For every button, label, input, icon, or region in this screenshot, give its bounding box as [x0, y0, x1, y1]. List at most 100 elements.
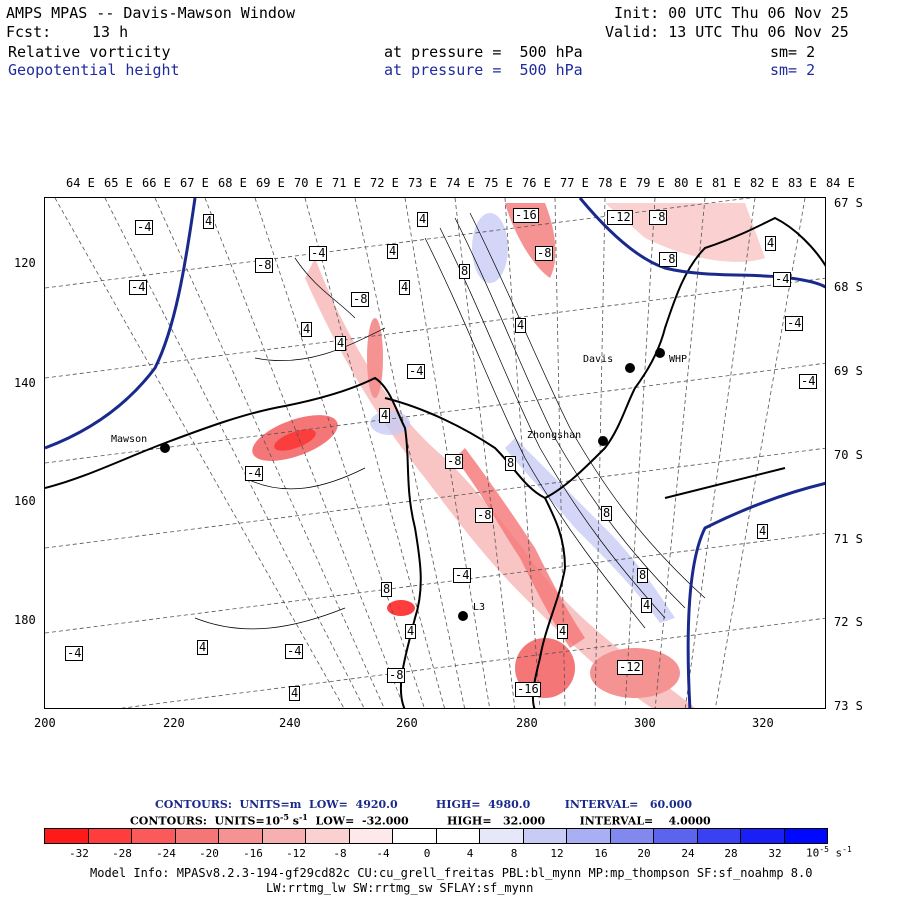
colorbar-swatch: [305, 828, 350, 844]
station-whp[interactable]: WHP: [669, 354, 688, 365]
forecast-hour: 13 h: [92, 23, 129, 41]
lon-label: 77 E: [560, 176, 589, 190]
contour-label: -8: [387, 668, 406, 683]
colorbar-label: 12: [550, 847, 564, 860]
whp-dot: [655, 348, 665, 358]
contour-label: -4: [773, 272, 792, 287]
lon-label: 69 E: [256, 176, 285, 190]
lon-label: 82 E: [750, 176, 779, 190]
colorbar-swatch: [87, 828, 132, 844]
x-tick: 200: [34, 716, 56, 730]
field1-name: Relative vorticity: [8, 43, 171, 61]
contour-label: -8: [475, 508, 494, 523]
vorticity-contour-legend: CONTOURS: UNITS=10-5 s-1 LOW= -32.000 HI…: [130, 812, 711, 828]
colorbar-label: -32: [69, 847, 89, 860]
negative-vorticity-north: [472, 213, 508, 283]
vorticity-legend-range: LOW= -32.000 HIGH= 32.000 INTERVAL= 4.00…: [307, 814, 711, 828]
model-info: Model Info: MPASv8.2.3-194-gf29cd82c CU:…: [90, 866, 813, 880]
model-info-radiation: LW:rrtmg_lw SW:rrtmg_sw SFLAY:sf_mynn: [266, 881, 534, 895]
vorticity-legend-exponent: -5: [280, 812, 289, 822]
colorbar-swatch: [566, 828, 611, 844]
station-davis[interactable]: Davis: [583, 354, 614, 365]
map-canvas: [45, 198, 825, 708]
mawson-dot: [160, 443, 170, 453]
lon-label: 83 E: [788, 176, 817, 190]
map-title: AMPS MPAS -- Davis-Mawson Window: [6, 4, 295, 22]
colorbar-swatch: [740, 828, 785, 844]
positive-vorticity-ridge: [367, 318, 383, 398]
colorbar-swatch: [522, 828, 567, 844]
height-contour-north: [578, 198, 825, 289]
contour-label: 4: [641, 598, 653, 613]
lat-label: 69 S: [834, 364, 863, 378]
field1-smoothing: sm= 2: [770, 43, 816, 61]
colorbar-units: 10-5 s-1: [806, 845, 852, 860]
lon-label: 65 E: [104, 176, 133, 190]
init-time: Init: 00 UTC Thu 06 Nov 25: [614, 4, 849, 22]
station-l3[interactable]: L3: [473, 602, 486, 613]
x-tick: 280: [516, 716, 538, 730]
colorbar-label: 28: [724, 847, 738, 860]
lon-label: 66 E: [142, 176, 171, 190]
zhongshan-dot: [598, 436, 608, 446]
lat-label: 71 S: [834, 532, 863, 546]
vorticity-legend-unit: s: [288, 814, 299, 828]
contour-label: 4: [515, 318, 527, 333]
colorbar-label: 24: [681, 847, 695, 860]
colorbar-swatch: [44, 828, 89, 844]
contour-label: -8: [649, 210, 668, 225]
contour-label: 4: [203, 214, 215, 229]
contour-label: 4: [757, 524, 769, 539]
contour-label: -8: [535, 246, 554, 261]
vorticity-contours: [194, 212, 706, 630]
colorbar-label: -12: [286, 847, 306, 860]
colorbar-swatch: [479, 828, 524, 844]
colorbar-label: 16: [594, 847, 608, 860]
contour-label: -4: [785, 316, 804, 331]
colorbar-swatch: [392, 828, 437, 844]
colorbar-units-base: 10: [806, 846, 820, 860]
colorbar-units-seconds: s: [828, 846, 843, 860]
field1-level: at pressure = 500 hPa: [384, 43, 583, 61]
contour-label: 8: [459, 264, 471, 279]
colorbar-label: -8: [333, 847, 347, 860]
map-panel[interactable]: Mawson Davis WHP Zhongshan L3 -4 4 -4 -1…: [44, 197, 826, 709]
colorbar-units-seconds-exponent: -1: [842, 845, 852, 854]
contour-label: 4: [399, 280, 411, 295]
station-mawson[interactable]: Mawson: [111, 434, 148, 445]
contour-label: -8: [659, 252, 678, 267]
colorbar-swatch: [218, 828, 263, 844]
contour-label: 4: [765, 236, 777, 251]
colorbar-units-exponent: -5: [819, 845, 829, 854]
contour-label: 4: [301, 322, 313, 337]
lon-label: 64 E: [66, 176, 95, 190]
positive-vorticity-spot: [387, 600, 415, 616]
contour-label: -12: [617, 660, 643, 675]
colorbar-swatch: [696, 828, 741, 844]
lon-label: 71 E: [332, 176, 361, 190]
colorbar-swatch: [435, 828, 480, 844]
positive-vorticity-topright: [605, 203, 765, 262]
contour-label: 4: [557, 624, 569, 639]
station-zhongshan[interactable]: Zhongshan: [527, 430, 582, 441]
lat-label: 72 S: [834, 615, 863, 629]
contour-label: 4: [405, 624, 417, 639]
colorbar-swatch: [653, 828, 698, 844]
lat-label: 68 S: [834, 280, 863, 294]
positive-vorticity-band: [305, 258, 695, 708]
colorbar-label: 32: [768, 847, 782, 860]
lon-label: 78 E: [598, 176, 627, 190]
colorbar-swatch: [261, 828, 306, 844]
contour-label: 4: [197, 640, 209, 655]
colorbar-label: -20: [199, 847, 219, 860]
height-contour-legend: CONTOURS: UNITS=m LOW= 4920.0 HIGH= 4980…: [155, 798, 692, 811]
davis-dot: [625, 363, 635, 373]
colorbar-swatch: [131, 828, 176, 844]
colorbar-label: 0: [423, 847, 431, 860]
contour-label: 8: [637, 568, 649, 583]
forecast-label: Fcst:: [6, 23, 52, 41]
y-tick: 160: [14, 494, 36, 508]
contour-label: -8: [445, 454, 464, 469]
height-contour-east: [686, 481, 825, 708]
lon-label: 84 E: [826, 176, 855, 190]
